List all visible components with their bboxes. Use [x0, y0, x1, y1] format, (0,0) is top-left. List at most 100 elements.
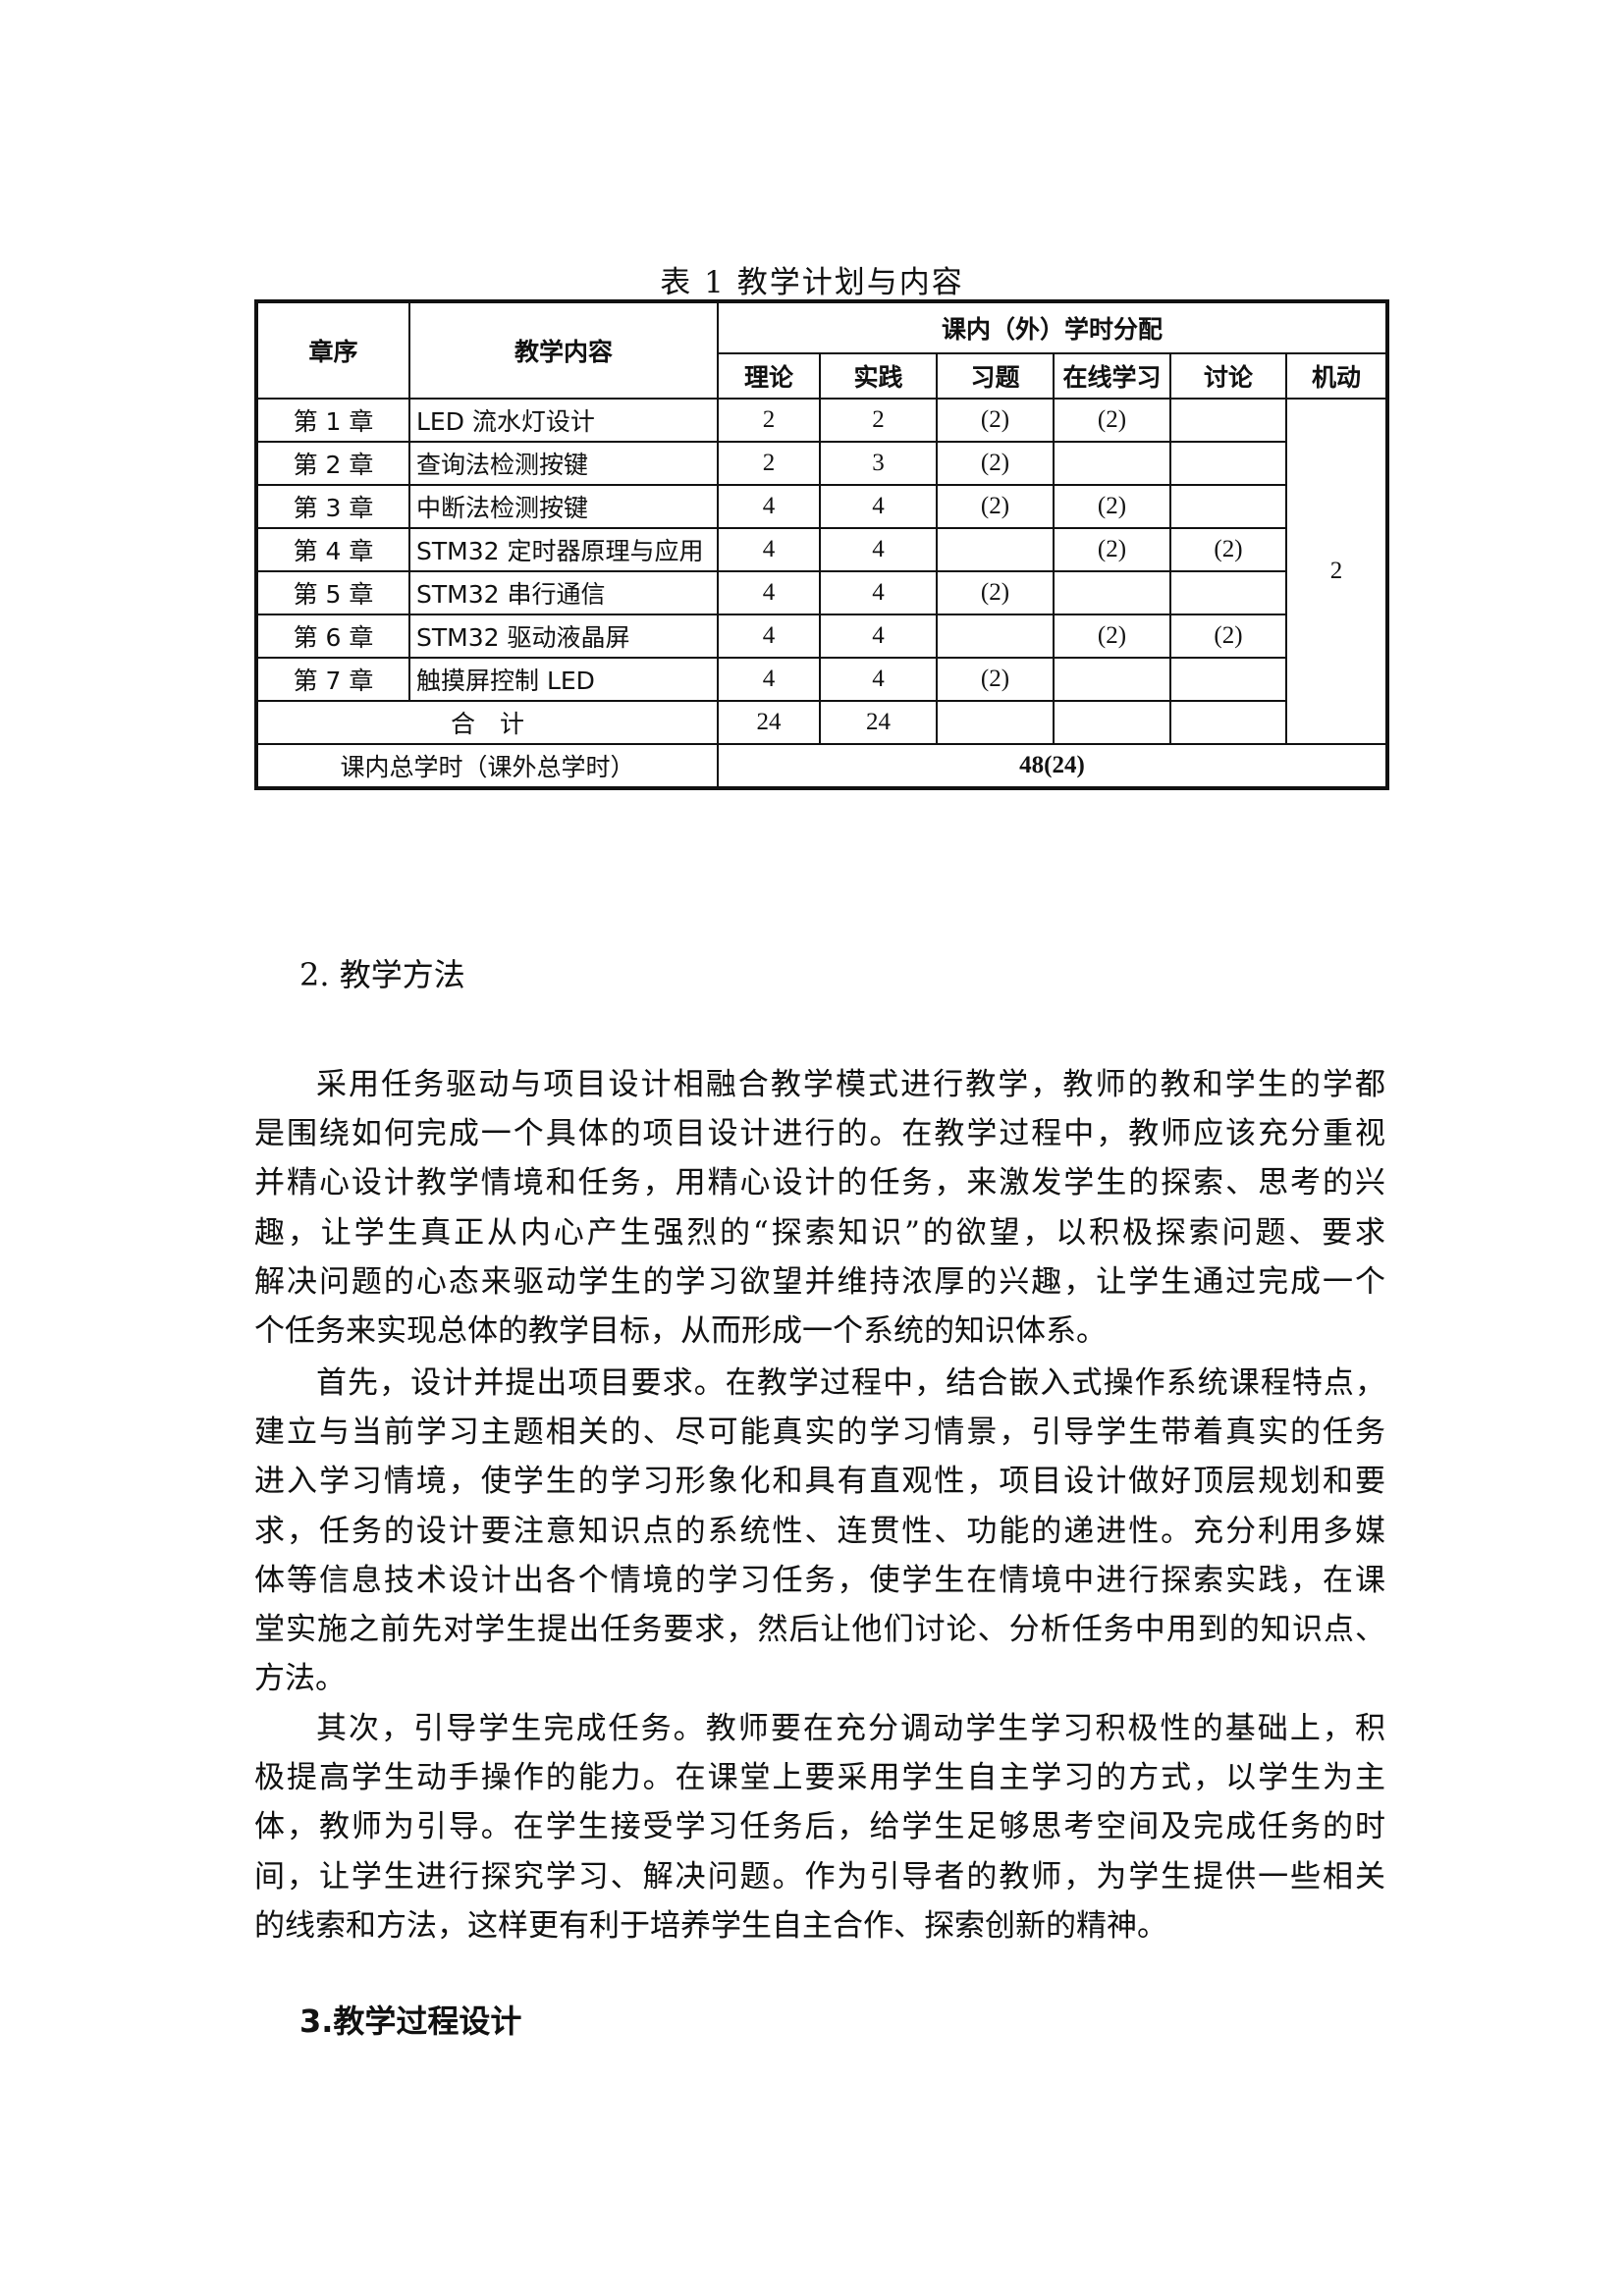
section-2-heading: 2. 教学方法 [299, 956, 465, 993]
empty-cell [1053, 700, 1171, 745]
paragraph-1: 采用任务驱动与项目设计相融合教学模式进行教学，教师的教和学生的学都是围绕如何完成… [254, 1060, 1385, 1356]
empty-cell [1169, 700, 1287, 745]
table-row: 第 2 章查询法检测按键 2 3 (2) [255, 441, 1387, 486]
paragraph-3: 其次，引导学生完成任务。教师要在充分调动学生学习积极性的基础上，积极提高学生动手… [254, 1704, 1385, 1950]
practice-cell: 3 [819, 441, 938, 486]
total-label: 合 计 [255, 700, 719, 745]
text-line: 趣，让学生真正从内心产生强烈的“探索知识”的欲望，以积极探索问题、要求 [254, 1214, 1385, 1251]
text-line: 间，让学生进行探究学习、解决问题。作为引导者的教师，为学生提供一些相关 [254, 1858, 1385, 1895]
online-cell: (2) [1053, 527, 1171, 572]
practice-cell: 4 [819, 484, 938, 529]
header-chapter: 章序 [255, 300, 410, 400]
content-cell: 中断法检测按键 [408, 484, 719, 529]
grand-total-value: 48(24) [716, 743, 1389, 789]
table-row: 第 4 章 STM32 定时器原理与应用 4 4 (2) (2) [255, 527, 1387, 572]
total-practice: 24 [819, 700, 938, 745]
chapter-cell: 第 4 章 [255, 527, 410, 572]
content-cell: STM32 串行通信 [408, 570, 719, 615]
table-row: 第 7 章触摸屏控制 LED 4 4 (2) [255, 657, 1387, 702]
discuss-cell [1169, 441, 1287, 486]
header-flex: 机动 [1284, 352, 1389, 400]
online-cell: (2) [1053, 484, 1171, 529]
practice-cell: 4 [819, 527, 938, 572]
practice-cell: 4 [819, 570, 938, 615]
text-line: 体，教师为引导。在学生接受学习任务后，给学生足够思考空间及完成任务的时 [254, 1809, 1385, 1845]
teaching-plan-table: 章序 教学内容 课内（外）学时分配 理论 实践 习题 在线学习 讨论 机动 第 … [254, 299, 1390, 790]
discuss-cell: (2) [1169, 527, 1287, 572]
exercise-cell [936, 527, 1055, 572]
discuss-cell [1169, 398, 1287, 443]
total-row: 合 计 24 24 [255, 700, 1387, 745]
online-cell [1053, 657, 1171, 702]
exercise-cell: (2) [936, 398, 1055, 443]
theory-cell: 4 [717, 484, 821, 529]
chapter-cell: 第 2 章 [255, 441, 410, 486]
practice-cell: 2 [819, 398, 938, 443]
chapter-cell: 第 1 章 [255, 398, 410, 443]
text-line: 并精心设计教学情境和任务，用精心设计的任务，来激发学生的探索、思考的兴 [254, 1165, 1385, 1201]
discuss-cell [1169, 657, 1287, 702]
text-line: 其次，引导学生完成任务。教师要在充分调动学生学习积极性的基础上，积 [316, 1711, 1385, 1746]
discuss-cell [1169, 570, 1287, 615]
text-line: 方法。 [254, 1661, 346, 1697]
text-line: 体等信息技术设计出各个情境的学习任务，使学生在情境中进行探索实践，在课 [254, 1562, 1385, 1598]
table-row: 第 5 章 STM32 串行通信 4 4 (2) [255, 570, 1387, 615]
text-line: 建立与当前学习主题相关的、尽可能真实的学习情景，引导学生带着真实的任务 [254, 1415, 1385, 1451]
header-practice: 实践 [819, 352, 938, 400]
chapter-cell: 第 5 章 [255, 570, 410, 615]
content-cell: LED 流水灯设计 [408, 398, 719, 443]
theory-cell: 4 [717, 657, 821, 702]
theory-cell: 4 [717, 570, 821, 615]
header-exercise: 习题 [936, 352, 1055, 400]
table-caption: 表 1 教学计划与内容 [660, 265, 964, 300]
chapter-cell: 第 7 章 [255, 657, 410, 702]
online-cell: (2) [1053, 614, 1171, 659]
text-line: 求，任务的设计要注意知识点的系统性、连贯性、功能的递进性。充分利用多媒 [254, 1513, 1385, 1549]
theory-cell: 4 [717, 527, 821, 572]
header-discuss: 讨论 [1169, 352, 1287, 400]
flex-cell: 2 [1284, 398, 1389, 745]
table-row: 第 6 章 STM32 驱动液晶屏 4 4 (2) (2) [255, 614, 1387, 659]
grand-total-row: 课内总学时（课外总学时） 48(24) [255, 743, 1389, 789]
chapter-cell: 第 3 章 [255, 484, 410, 529]
text-line: 的线索和方法，这样更有利于培养学生自主合作、探索创新的精神。 [254, 1907, 1167, 1944]
grand-total-label: 课内总学时（课外总学时） [255, 743, 719, 789]
exercise-cell: (2) [936, 657, 1055, 702]
section-3-heading: 3.教学过程设计 [299, 2002, 522, 2040]
theory-cell: 2 [717, 398, 821, 443]
header-allocation: 课内（外）学时分配 [716, 300, 1389, 354]
text-line: 进入学习情境，使学生的学习形象化和具有直观性，项目设计做好顶层规划和要 [254, 1464, 1385, 1500]
theory-cell: 4 [717, 614, 821, 659]
online-cell: (2) [1053, 398, 1171, 443]
chapter-cell: 第 6 章 [255, 614, 410, 659]
text-line: 极提高学生动手操作的能力。在课堂上要采用学生自主学习的方式，以学生为主 [254, 1760, 1385, 1796]
exercise-cell: (2) [936, 441, 1055, 486]
text-line: 解决问题的心态来驱动学生的学习欲望并维持浓厚的兴趣，让学生通过完成一个 [254, 1263, 1385, 1300]
practice-cell: 4 [819, 614, 938, 659]
content-cell: STM32 定时器原理与应用 [408, 527, 719, 572]
online-cell [1053, 441, 1171, 486]
empty-cell [936, 700, 1055, 745]
exercise-cell: (2) [936, 570, 1055, 615]
text-line: 首先，设计并提出项目要求。在教学过程中，结合嵌入式操作系统课程特点， [316, 1365, 1385, 1401]
exercise-cell: (2) [936, 484, 1055, 529]
header-theory: 理论 [717, 352, 821, 400]
header-online: 在线学习 [1053, 352, 1171, 400]
discuss-cell [1169, 484, 1287, 529]
table-row: 第 3 章中断法检测按键 4 4 (2) (2) [255, 484, 1387, 529]
content-cell: 查询法检测按键 [408, 441, 719, 486]
practice-cell: 4 [819, 657, 938, 702]
text-line: 是围绕如何完成一个具体的项目设计进行的。在教学过程中，教师应该充分重视 [254, 1116, 1385, 1152]
discuss-cell: (2) [1169, 614, 1287, 659]
text-line: 个任务来实现总体的教学目标，从而形成一个系统的知识体系。 [254, 1312, 1107, 1349]
header-content: 教学内容 [408, 300, 719, 400]
paragraph-2: 首先，设计并提出项目要求。在教学过程中，结合嵌入式操作系统课程特点， 建立与当前学… [254, 1359, 1385, 1703]
online-cell [1053, 570, 1171, 615]
total-theory: 24 [717, 700, 821, 745]
theory-cell: 2 [717, 441, 821, 486]
content-cell: 触摸屏控制 LED [408, 657, 719, 702]
exercise-cell [936, 614, 1055, 659]
table-row: 第 1 章 LED 流水灯设计 2 2 (2) (2) 2 [255, 398, 1389, 745]
text-line: 采用任务驱动与项目设计相融合教学模式进行教学，教师的教和学生的学都 [316, 1067, 1385, 1102]
text-line: 堂实施之前先对学生提出任务要求，然后让他们讨论、分析任务中用到的知识点、 [254, 1611, 1385, 1647]
